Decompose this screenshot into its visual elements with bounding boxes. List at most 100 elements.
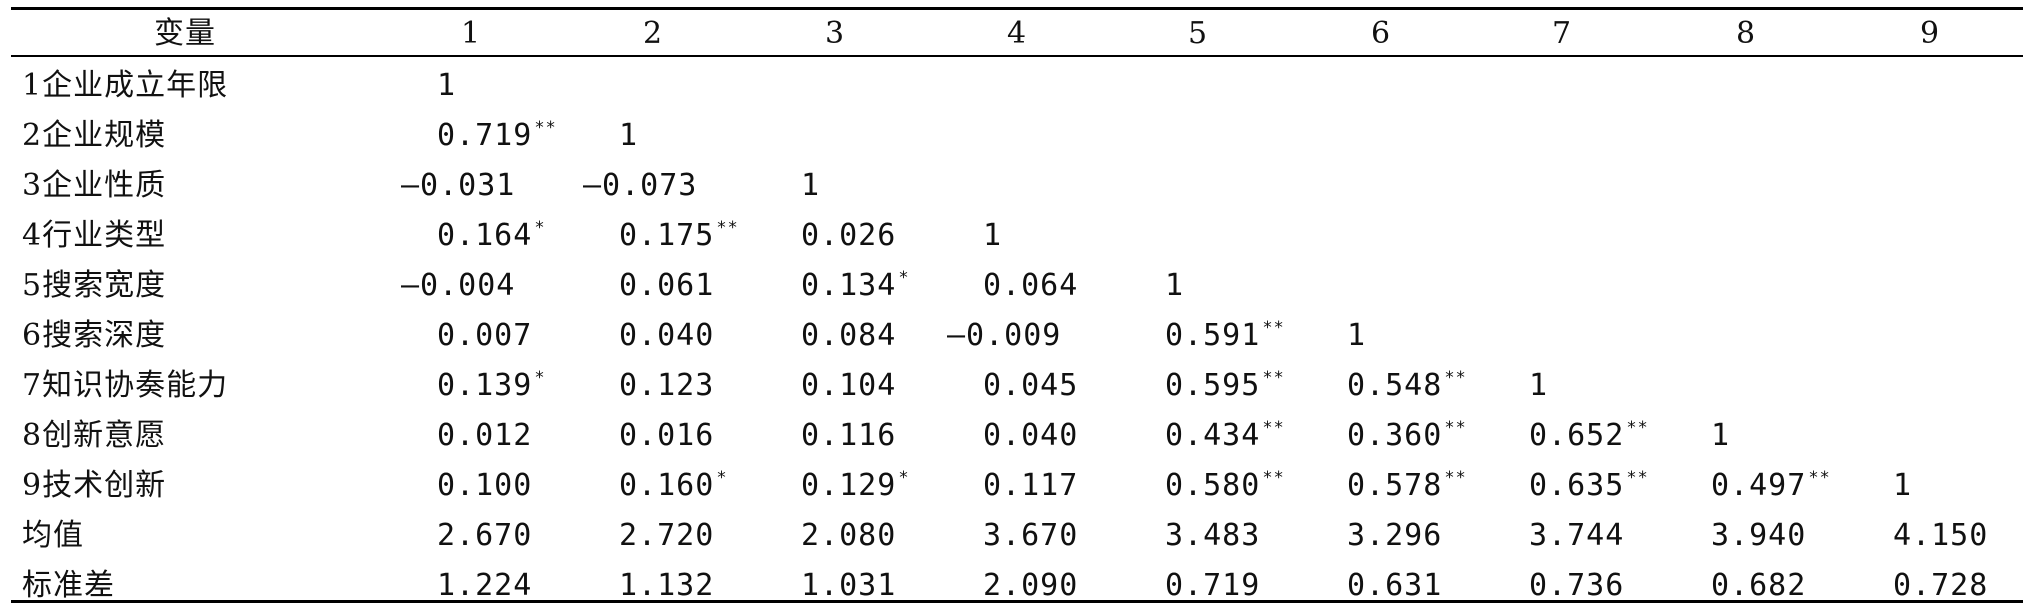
cell-value: 0.160 [619, 468, 715, 503]
table-row: 标准差 1.224 1.132 1.031 2.090 0.719 0.631 0.736 0.… [0, 561, 2024, 611]
table-row: 6搜索深度 0.007 0.040 0.084 —0.009 0.591 ** 1 [0, 311, 2024, 361]
header-col-3: 3 [824, 16, 846, 51]
cell-value: 0.591 [1165, 318, 1261, 353]
table-cell: 0.497 ** [1711, 461, 1831, 511]
significance-marker: ** [1262, 368, 1285, 388]
table-cell: 2.080 [801, 511, 896, 561]
table-cell: 0.591 ** [1165, 311, 1285, 361]
table-cell: 1.031 [801, 561, 896, 611]
table-cell: 0.631 [1347, 561, 1442, 611]
cell-value: 3.670 [983, 518, 1079, 553]
cell-value: 3.296 [1347, 518, 1443, 553]
header-col-5: 5 [1187, 16, 1209, 51]
cell-value: 0.652 [1529, 418, 1625, 453]
cell-value: 0.578 [1347, 468, 1443, 503]
row-label: 9技术创新 [22, 468, 167, 503]
table-cell: —0.073 [583, 161, 697, 211]
table-cell: 0.164 * [437, 211, 546, 261]
significance-marker: ** [534, 118, 557, 138]
table-cell: 0.040 [619, 311, 714, 361]
top-rule [11, 7, 2023, 10]
cell-value: 1 [1529, 368, 1549, 403]
table-cell: 1 [983, 211, 1002, 261]
header-row: 变量 1 2 3 4 5 6 7 8 9 [0, 9, 2024, 59]
cell-value: 2.080 [801, 518, 897, 553]
cell-value: 0.728 [1893, 568, 1989, 603]
cell-value: 1 [1893, 468, 1913, 503]
cell-value: 1.132 [619, 568, 715, 603]
cell-value: 0.026 [801, 218, 897, 253]
cell-value: 0.016 [619, 418, 715, 453]
significance-marker: * [898, 468, 910, 488]
table-cell: 0.116 [801, 411, 896, 461]
table-cell: 0.595 ** [1165, 361, 1285, 411]
cell-value: 3.744 [1529, 518, 1625, 553]
table-cell: 1 [1529, 361, 1548, 411]
cell-value: —0.073 [583, 168, 698, 203]
table-cell: 2.670 [437, 511, 532, 561]
table-row: 均值 2.670 2.720 2.080 3.670 3.483 3.296 3.744 3.9… [0, 511, 2024, 561]
row-label: 5搜索宽度 [22, 268, 167, 303]
table-row: 7知识协奏能力 0.139 * 0.123 0.104 0.045 0.595 ** 0.548… [0, 361, 2024, 411]
table-cell: 0.040 [983, 411, 1078, 461]
cell-value: 0.548 [1347, 368, 1443, 403]
table-cell: 1 [801, 161, 820, 211]
table-cell: 2.720 [619, 511, 714, 561]
table-cell: 0.719 [1165, 561, 1260, 611]
table-cell: 0.736 [1529, 561, 1624, 611]
table-row: 1企业成立年限 1 [0, 61, 2024, 111]
table-cell: —0.009 [947, 311, 1061, 361]
table-cell: 0.134 * [801, 261, 910, 311]
row-label: 3企业性质 [22, 168, 167, 203]
row-label: 6搜索深度 [22, 318, 167, 353]
header-col-1: 1 [460, 16, 482, 51]
table-cell: 0.139 * [437, 361, 546, 411]
cell-value: 2.670 [437, 518, 533, 553]
table-cell: 1 [437, 61, 456, 111]
cell-value: 1 [1165, 268, 1185, 303]
table-cell: —0.004 [401, 261, 515, 311]
cell-value: 0.084 [801, 318, 897, 353]
table-cell: 0.007 [437, 311, 532, 361]
cell-value: 0.123 [619, 368, 715, 403]
header-col-7: 7 [1551, 16, 1573, 51]
table-cell: 0.682 [1711, 561, 1806, 611]
table-cell: 0.578 ** [1347, 461, 1467, 511]
header-variable: 变量 [154, 16, 216, 51]
cell-value: 1 [801, 168, 821, 203]
cell-value: 2.090 [983, 568, 1079, 603]
cell-value: 0.360 [1347, 418, 1443, 453]
cell-value: 1.031 [801, 568, 897, 603]
table-cell: 1 [1893, 461, 1912, 511]
cell-value: 0.061 [619, 268, 715, 303]
table-cell: 0.026 [801, 211, 896, 261]
significance-marker: ** [1262, 418, 1285, 438]
table-row: 2企业规模 0.719 ** 1 [0, 111, 2024, 161]
cell-value: 0.175 [619, 218, 715, 253]
cell-value: 0.134 [801, 268, 897, 303]
row-label: 1企业成立年限 [22, 68, 229, 103]
significance-marker: ** [1808, 468, 1831, 488]
cell-value: 0.040 [983, 418, 1079, 453]
significance-marker: ** [716, 218, 739, 238]
cell-value: 4.150 [1893, 518, 1989, 553]
cell-value: 0.129 [801, 468, 897, 503]
cell-value: 0.040 [619, 318, 715, 353]
cell-value: 0.139 [437, 368, 533, 403]
table-cell: 3.483 [1165, 511, 1260, 561]
table-cell: 0.061 [619, 261, 714, 311]
significance-marker: * [534, 368, 546, 388]
cell-value: 0.117 [983, 468, 1079, 503]
cell-value: 0.497 [1711, 468, 1807, 503]
table-cell: 1.224 [437, 561, 532, 611]
significance-marker: ** [1626, 468, 1649, 488]
cell-value: 1 [619, 118, 639, 153]
cell-value: 0.736 [1529, 568, 1625, 603]
cell-value: 0.012 [437, 418, 533, 453]
table-cell: 0.064 [983, 261, 1078, 311]
cell-value: —0.009 [947, 318, 1062, 353]
table-cell: 3.296 [1347, 511, 1442, 561]
table-cell: 1 [1347, 311, 1366, 361]
header-col-4: 4 [1006, 16, 1028, 51]
bottom-rule [11, 600, 2023, 603]
